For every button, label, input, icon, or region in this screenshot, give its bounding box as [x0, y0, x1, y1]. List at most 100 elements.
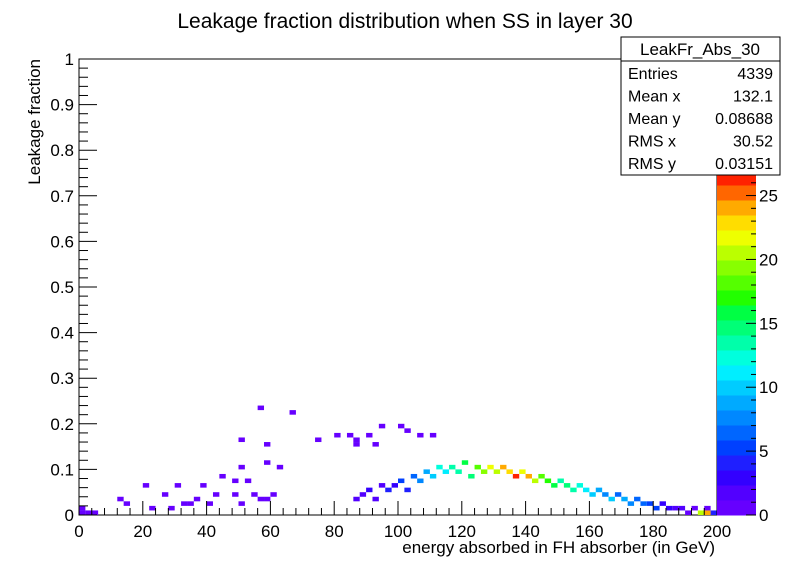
heatmap-bin: [646, 501, 654, 506]
heatmap-bin: [417, 478, 424, 484]
palette-color-band: [717, 440, 756, 456]
heatmap-bin: [264, 496, 271, 502]
x-tick-label: 140: [511, 522, 539, 541]
heatmap-bin: [653, 505, 660, 511]
heatmap-bin: [608, 496, 615, 502]
heatmap-bin: [174, 483, 182, 488]
heatmap-bin: [117, 496, 124, 502]
heatmap-bin: [710, 510, 717, 515]
heatmap-bin: [206, 501, 213, 506]
heatmap-bin: [244, 478, 252, 484]
y-tick-label: 0.7: [50, 187, 74, 206]
heatmap-bin: [685, 510, 692, 515]
heatmap-bin: [461, 460, 469, 465]
heatmap-bin: [91, 510, 99, 515]
heatmap-bin: [181, 501, 188, 506]
y-tick-label: 1: [65, 50, 74, 69]
heatmap-bin: [531, 478, 539, 484]
x-tick-label: 80: [325, 522, 344, 541]
palette-color-band: [717, 245, 756, 261]
palette-tick-label: 0: [759, 506, 768, 525]
heatmap-bin: [123, 501, 131, 506]
y-tick-label: 0.5: [50, 278, 74, 297]
heatmap-bin: [595, 487, 603, 493]
heatmap-bin: [238, 437, 245, 443]
heatmap-bin: [506, 469, 513, 474]
heatmap-bin: [161, 492, 169, 497]
y-axis: 0 0.1 0.2 0.3 0.4 0.5 0.6 0.7 0.8 0.9 1: [50, 50, 97, 525]
heatmap-bin: [372, 442, 379, 447]
heatmap-bin: [583, 487, 590, 493]
heatmap-bin: [659, 501, 666, 506]
heatmap-bin: [551, 483, 558, 488]
heatmap-bin: [264, 442, 271, 447]
heatmap-bin: [576, 483, 584, 488]
palette-color-band: [717, 410, 756, 426]
heatmap-bin: [449, 464, 456, 470]
heatmap-bin: [238, 501, 245, 506]
heatmap-bin: [570, 487, 577, 493]
heatmap-bin: [429, 432, 437, 438]
heatmap-bin: [353, 442, 360, 447]
heatmap-bin: [589, 492, 596, 497]
heatmap-bin: [678, 505, 686, 511]
palette-tick-label: 25: [759, 187, 778, 206]
heatmap-bin: [366, 487, 373, 493]
heatmap-bin: [149, 505, 156, 511]
palette-tick-label: 5: [759, 442, 768, 461]
heatmap-bin: [544, 478, 552, 484]
heatmap-bin: [289, 410, 296, 415]
heatmap-bin: [276, 464, 284, 470]
heatmap-bin: [512, 473, 520, 479]
heatmap-bin: [704, 505, 711, 511]
palette-tick-label: 20: [759, 250, 778, 269]
heatmap-bin: [672, 505, 679, 511]
heatmap-bin: [79, 505, 86, 511]
chart-title: Leakage fraction distribution when SS in…: [177, 10, 632, 33]
heatmap-bin: [480, 469, 488, 474]
heatmap-bin: [640, 501, 647, 506]
heatmap-bin: [557, 478, 564, 484]
stats-row-value: 4339: [737, 66, 773, 83]
heatmap-bin: [187, 501, 194, 506]
stats-row-value: 132.1: [733, 89, 773, 106]
palette-color-band: [717, 485, 756, 501]
heatmap-bin: [238, 464, 245, 470]
heatmap-bin: [391, 483, 398, 488]
heatmap-bin: [251, 492, 258, 497]
heatmap-bin: [404, 428, 411, 433]
palette-color-band: [717, 500, 756, 516]
heatmap-bin: [500, 464, 507, 470]
palette-color-band: [717, 305, 756, 321]
heatmap-bin: [212, 492, 220, 497]
heatmap-bin: [563, 483, 571, 488]
heatmap-bin: [621, 496, 628, 502]
heatmap-bin: [315, 437, 322, 443]
stats-box-title: LeakFr_Abs_30: [640, 40, 760, 59]
stats-row-label: Mean y: [628, 111, 680, 128]
palette-color-band: [717, 350, 756, 366]
x-tick-label: 40: [197, 522, 216, 541]
palette-color-band: [717, 425, 756, 441]
palette-color-band: [717, 455, 756, 471]
heatmap-bin: [410, 473, 418, 479]
heatmap-bin: [493, 469, 501, 474]
stats-row-value: 0.03151: [715, 156, 773, 173]
palette-color-band: [717, 470, 756, 486]
heatmap-bin: [423, 469, 430, 474]
heatmap-bin: [232, 478, 239, 484]
heatmap-bin: [79, 510, 86, 515]
heatmap-bin: [602, 492, 609, 497]
heatmap-bin: [264, 460, 271, 465]
heatmap-bin: [627, 501, 635, 506]
heatmap-bin: [697, 510, 705, 515]
heatmap-bin: [353, 437, 360, 443]
y-tick-label: 0.3: [50, 369, 74, 388]
x-tick-label: 160: [575, 522, 603, 541]
y-tick-label: 0.4: [50, 324, 74, 343]
palette-color-band: [717, 380, 756, 396]
x-tick-label: 60: [261, 522, 280, 541]
heatmap-bin: [353, 496, 360, 502]
palette-color-band: [717, 395, 756, 411]
